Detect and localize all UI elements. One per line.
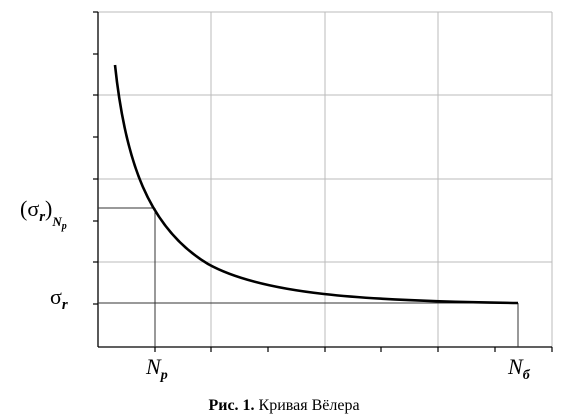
- grid: [98, 11, 553, 347]
- reference-lines: [98, 207, 519, 347]
- label-part: Рис. 1.: [208, 397, 254, 414]
- axes: [93, 11, 553, 352]
- caption: Рис. 1. Кривая Вёлера: [208, 397, 359, 414]
- label-part: N: [51, 214, 62, 229]
- label-part: ): [45, 196, 52, 221]
- x-label-right: Nб: [507, 354, 531, 383]
- y-label-lower: σr: [50, 284, 68, 313]
- label-part: N: [507, 354, 524, 379]
- label-part: r: [62, 297, 68, 313]
- label-part: N: [145, 354, 162, 379]
- x-label-left: Np: [145, 354, 168, 383]
- label-part: r: [39, 209, 45, 225]
- label-part: σ: [50, 284, 62, 309]
- label-part: Кривая Вёлера: [259, 397, 360, 414]
- y-label-upper: (σr)Np: [20, 196, 67, 232]
- label-part: p: [160, 368, 168, 383]
- label-part: p: [61, 221, 67, 232]
- wohler-curve: [113, 64, 519, 305]
- label-part: б: [523, 368, 531, 383]
- label-part: (σ: [20, 196, 39, 221]
